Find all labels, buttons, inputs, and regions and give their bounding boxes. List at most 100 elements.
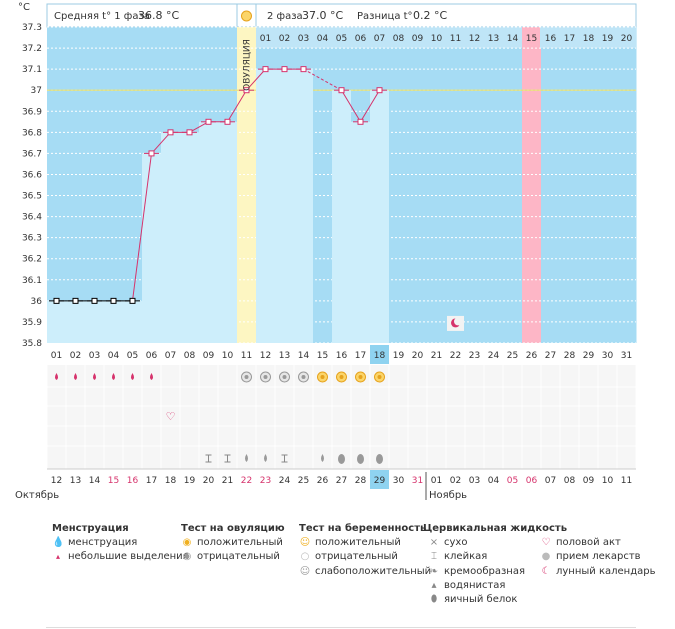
post-day-cell — [465, 27, 483, 48]
today-cell — [370, 345, 389, 364]
sticky-icon: ⌶ — [431, 551, 437, 562]
drop-small-icon: ▴ — [55, 552, 60, 561]
y-tick-label: 37.3 — [22, 23, 42, 33]
temp-bar — [275, 69, 294, 343]
temp-point — [110, 297, 117, 304]
y-tick-label: 36.8 — [22, 128, 42, 138]
ovulation-sun-icon — [241, 10, 252, 22]
heart-icon: ♡ — [541, 537, 551, 548]
legend-cervical-sticky: ⌶ клейкая — [428, 551, 487, 562]
calendar-date-label: 24 — [279, 476, 291, 486]
calendar-date-label: 16 — [127, 476, 139, 486]
post-day-label: 12 — [469, 34, 480, 44]
calendar-date-label: 17 — [146, 476, 157, 486]
post-day-label: 04 — [317, 34, 329, 44]
cycle-day-label: 30 — [602, 351, 614, 361]
cycle-day-label: 08 — [184, 351, 196, 361]
column-bg — [617, 27, 637, 343]
post-day-label: 17 — [564, 34, 575, 44]
drop-big-icon: 💧 — [52, 537, 65, 548]
sticky-icon — [205, 454, 212, 463]
drop-water-icon: ▴ — [431, 580, 437, 591]
temp-bar — [180, 132, 199, 343]
post-day-cell — [332, 27, 350, 48]
legend-ovulation-negative: ◉ отрицательный — [182, 551, 280, 562]
temp-line-segment — [246, 68, 266, 91]
menstruation-drop-icon — [74, 373, 77, 380]
temp-bar — [66, 300, 85, 343]
egg-white-icon — [338, 454, 345, 464]
watery-icon — [264, 454, 267, 462]
y-tick-label: 36.9 — [22, 107, 42, 117]
temp-point — [186, 129, 193, 136]
cycle-day-label: 19 — [393, 351, 405, 361]
calendar-date-label: 04 — [488, 476, 500, 486]
egg-white-icon — [357, 454, 364, 464]
cycle-day-label: 10 — [222, 351, 234, 361]
y-tick-label: 36 — [31, 297, 43, 307]
post-day-cell — [484, 27, 502, 48]
month2-label: Ноябрь — [429, 490, 467, 501]
temp-point — [129, 297, 136, 304]
calendar-date-label: 30 — [393, 476, 405, 486]
phase2-value: 37.0 °C — [302, 9, 343, 22]
y-tick-label: 37.1 — [22, 65, 42, 75]
cycle-day-label: 29 — [583, 351, 595, 361]
calendar-date-label: 31 — [412, 476, 423, 486]
temp-bar — [256, 69, 275, 343]
legend-cervical-dry: × сухо — [429, 537, 468, 548]
post-day-cell — [446, 27, 464, 48]
column-bg — [541, 27, 561, 343]
legend-spotting-item: ▴ небольшие выделения — [52, 551, 189, 562]
menstruation-drop-icon — [93, 373, 96, 380]
temp-bar — [104, 300, 123, 343]
menstruation-drop-icon — [112, 373, 115, 380]
legend-pregnancy-negative: ○ отрицательный — [300, 551, 398, 562]
post-day-label: 19 — [602, 34, 614, 44]
post-day-label: 06 — [355, 34, 367, 44]
post-day-label: 20 — [621, 34, 633, 44]
temp-point — [205, 118, 212, 125]
cycle-day-label: 28 — [564, 351, 576, 361]
legend-cervical-creamy: ❧ кремообразная — [429, 566, 525, 577]
heart-icon: ♡ — [166, 410, 176, 423]
post-day-cell — [275, 27, 293, 48]
column-bg — [66, 27, 86, 343]
temp-bar — [47, 300, 66, 343]
temp-line-segment — [227, 89, 247, 123]
legend-menstruation-item: 💧 менструация — [52, 537, 138, 548]
calendar-date-label: 13 — [70, 476, 81, 486]
column-bg — [313, 27, 333, 343]
post-day-cell — [370, 27, 388, 48]
unit-label: °C — [18, 2, 30, 13]
creamy-icon: ❧ — [429, 566, 439, 577]
sun-positive-icon: ◉ — [182, 537, 192, 548]
temp-bar — [218, 121, 237, 343]
post-day-label: 05 — [336, 34, 347, 44]
legend-cervical-egg: ⬮ яичный белок — [428, 594, 518, 605]
temp-point — [224, 118, 231, 125]
cycle-day-label: 31 — [621, 351, 632, 361]
calendar-date-label: 27 — [336, 476, 347, 486]
cycle-day-label: 07 — [165, 351, 176, 361]
post-day-label: 09 — [412, 34, 424, 44]
post-day-label: 16 — [545, 34, 557, 44]
calendar-date-label: 21 — [222, 476, 233, 486]
calendar-date-label: 02 — [450, 476, 461, 486]
ovulation-icon-core — [339, 375, 344, 379]
calendar-date-label: 01 — [431, 476, 442, 486]
month1-label: Октябрь — [15, 490, 59, 501]
menstruation-drop-icon — [131, 373, 134, 380]
cycle-day-label: 09 — [203, 351, 215, 361]
column-bg — [484, 27, 504, 343]
temp-line-segment — [189, 121, 209, 133]
post-day-label: 01 — [260, 34, 271, 44]
post-day-label: 15 — [526, 34, 537, 44]
legend-lunar: ☾ лунный календарь — [541, 566, 656, 577]
temp-bar — [332, 90, 351, 343]
temp-bar — [351, 121, 370, 343]
phase2-label: 2 фаза — [267, 11, 303, 22]
cycle-day-label: 05 — [127, 351, 138, 361]
temp-line-segment — [303, 68, 342, 91]
